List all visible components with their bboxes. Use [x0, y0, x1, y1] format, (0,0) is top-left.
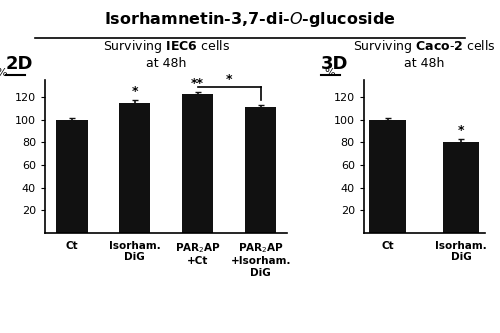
Bar — [443, 142, 480, 233]
Text: 3D: 3D — [322, 55, 349, 73]
Text: Surviving $\mathbf{Caco}$-$\mathbf{2}$ cells
at 48h: Surviving $\mathbf{Caco}$-$\mathbf{2}$ c… — [353, 38, 496, 70]
Text: Surviving $\mathbf{IEC6}$ cells
at 48h: Surviving $\mathbf{IEC6}$ cells at 48h — [102, 38, 230, 70]
Bar — [182, 94, 214, 233]
Text: %: % — [324, 68, 335, 78]
Text: *: * — [132, 85, 138, 98]
Text: Isorhamnetin-3,7-di-$\mathit{O}$-glucoside: Isorhamnetin-3,7-di-$\mathit{O}$-glucosi… — [104, 10, 396, 29]
Bar — [119, 103, 150, 233]
Bar — [370, 120, 406, 233]
Bar — [56, 120, 88, 233]
Text: 2D: 2D — [6, 55, 34, 73]
Bar — [245, 107, 276, 233]
Text: **: ** — [191, 77, 204, 90]
Text: %: % — [0, 68, 6, 78]
Text: *: * — [458, 124, 464, 137]
Text: *: * — [226, 73, 232, 86]
